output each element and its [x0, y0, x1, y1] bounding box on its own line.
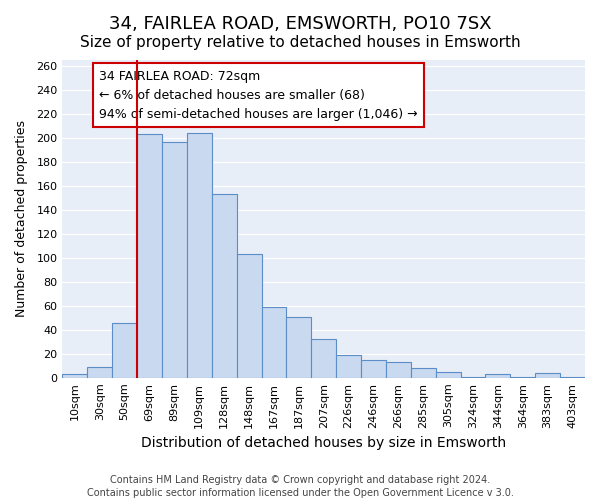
Bar	[162, 142, 187, 378]
Bar	[286, 316, 311, 378]
Bar	[411, 368, 436, 378]
Bar	[112, 322, 137, 378]
Text: Contains HM Land Registry data © Crown copyright and database right 2024.: Contains HM Land Registry data © Crown c…	[110, 475, 490, 485]
Bar	[187, 133, 212, 378]
Bar	[511, 376, 535, 378]
Bar	[311, 340, 336, 378]
Bar	[336, 355, 361, 378]
Text: 34 FAIRLEA ROAD: 72sqm
← 6% of detached houses are smaller (68)
94% of semi-deta: 34 FAIRLEA ROAD: 72sqm ← 6% of detached …	[99, 70, 418, 120]
X-axis label: Distribution of detached houses by size in Emsworth: Distribution of detached houses by size …	[141, 436, 506, 450]
Bar	[560, 376, 585, 378]
Bar	[485, 374, 511, 378]
Bar	[137, 134, 162, 378]
Text: Contains public sector information licensed under the Open Government Licence v : Contains public sector information licen…	[86, 488, 514, 498]
Bar	[461, 376, 485, 378]
Bar	[386, 362, 411, 378]
Bar	[236, 254, 262, 378]
Bar	[436, 372, 461, 378]
Bar	[88, 367, 112, 378]
Bar	[212, 194, 236, 378]
Bar	[361, 360, 386, 378]
Bar	[262, 307, 286, 378]
Bar	[62, 374, 88, 378]
Text: 34, FAIRLEA ROAD, EMSWORTH, PO10 7SX: 34, FAIRLEA ROAD, EMSWORTH, PO10 7SX	[109, 15, 491, 33]
Text: Size of property relative to detached houses in Emsworth: Size of property relative to detached ho…	[80, 35, 520, 50]
Y-axis label: Number of detached properties: Number of detached properties	[15, 120, 28, 318]
Bar	[535, 373, 560, 378]
